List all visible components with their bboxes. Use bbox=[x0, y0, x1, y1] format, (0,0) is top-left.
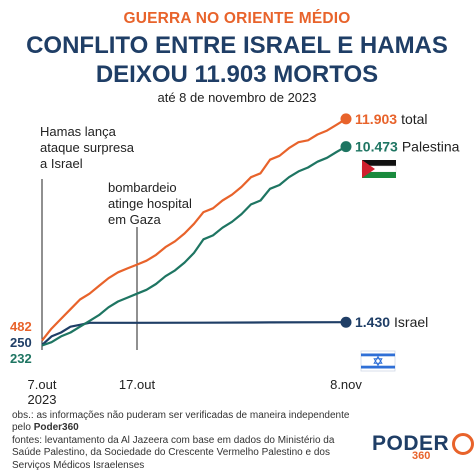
end-label-total: 11.903 total bbox=[355, 111, 428, 127]
page-title: CONFLITO ENTRE ISRAEL E HAMAS DEIXOU 11.… bbox=[0, 31, 474, 89]
palestine-flag-stripe-green bbox=[362, 172, 396, 178]
poder360-logo: PODER 360 bbox=[372, 432, 474, 462]
series-line-israel bbox=[41, 321, 347, 346]
series-end-dot-total bbox=[340, 113, 352, 125]
end-label-palestina: 10.473 Palestina bbox=[355, 139, 460, 155]
obs-text: obs.: as informações não puderam ser ver… bbox=[12, 410, 350, 434]
end-name-palestina: Palestina bbox=[402, 139, 460, 155]
subtitle: até 8 de novembro de 2023 bbox=[157, 90, 317, 105]
israel-flag-star-down bbox=[373, 358, 383, 367]
series-end-dot-israel bbox=[340, 316, 352, 328]
obs-brand: Poder360 bbox=[33, 422, 79, 434]
annotation-2-line-1: bombardeio bbox=[108, 180, 177, 195]
series-end-dot-palestina bbox=[340, 141, 352, 153]
sources-text: fontes: levantamento da Al Jazeera com b… bbox=[12, 434, 335, 471]
israel-flag-star-up bbox=[373, 355, 383, 364]
series-line-palestina bbox=[41, 145, 347, 347]
x-tick-label-1-year: 2023 bbox=[28, 392, 57, 407]
israel-flag-stripe-bottom bbox=[361, 365, 395, 369]
end-value-total: 11.903 bbox=[355, 111, 397, 127]
start-value-palestina: 232 bbox=[10, 351, 32, 366]
logo-ring-icon bbox=[452, 433, 474, 455]
end-value-israel: 1.430 bbox=[355, 314, 390, 330]
logo-sub: 360 bbox=[412, 450, 431, 462]
footnote: obs.: as informações não puderam ser ver… bbox=[12, 410, 362, 472]
start-value-total: 482 bbox=[10, 319, 32, 334]
end-value-palestina: 10.473 bbox=[355, 139, 398, 155]
annotation-1-line-2: ataque surpresa bbox=[40, 140, 135, 155]
annotation-2-line-2: atinge hospital bbox=[108, 196, 192, 211]
end-name-total: total bbox=[401, 111, 427, 127]
annotation-2-line-3: em Gaza bbox=[108, 212, 162, 227]
title-line-1: CONFLITO ENTRE ISRAEL E HAMAS bbox=[26, 32, 448, 59]
x-tick-label-2: 17.out bbox=[119, 377, 156, 392]
annotation-1-line-1: Hamas lança bbox=[40, 124, 117, 139]
title-line-2: DEIXOU 11.903 MORTOS bbox=[95, 61, 379, 88]
x-tick-label-3: 8.nov bbox=[330, 377, 362, 392]
end-name-israel: Israel bbox=[394, 314, 428, 330]
start-value-israel: 250 bbox=[10, 335, 32, 350]
logo-text: PODER bbox=[372, 432, 450, 455]
annotation-1-line-3: a Israel bbox=[40, 156, 83, 171]
kicker: GUERRA NO ORIENTE MÉDIO bbox=[123, 10, 351, 27]
palestine-flag-triangle bbox=[362, 160, 375, 178]
israel-flag-stripe-top bbox=[361, 353, 395, 357]
end-label-israel: 1.430 Israel bbox=[355, 314, 428, 330]
x-tick-label-1: 7.out bbox=[28, 377, 57, 392]
series-line-total bbox=[41, 117, 347, 342]
palestine-flag-stripe-black bbox=[362, 160, 396, 166]
